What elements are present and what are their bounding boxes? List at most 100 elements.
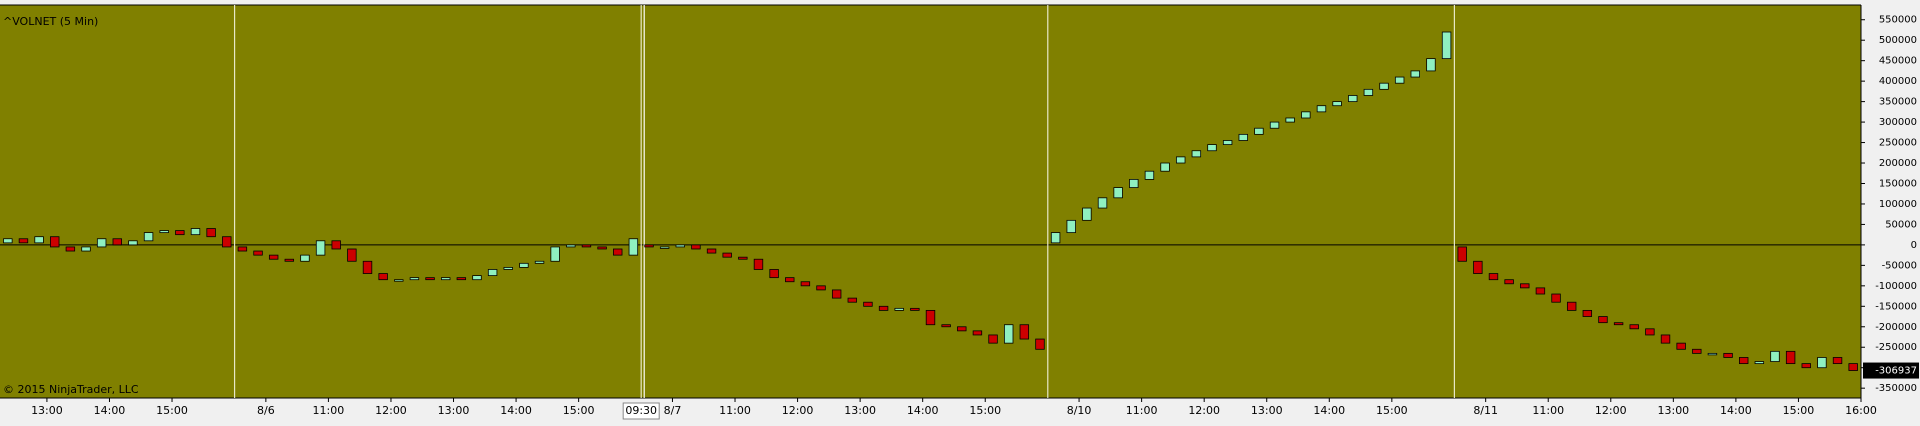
candle [1582, 309, 1593, 317]
candle [409, 277, 420, 281]
candle [1019, 324, 1030, 340]
candle [1379, 82, 1389, 90]
candle [1801, 363, 1811, 369]
candle [331, 240, 341, 250]
candle [1035, 338, 1045, 350]
y-tick-label: 400000 [1879, 76, 1917, 87]
candle [1003, 324, 1014, 344]
y-tick-label: 500000 [1879, 35, 1917, 46]
candle [878, 305, 889, 311]
candle [159, 230, 169, 234]
x-tick-label: 15:00 [969, 404, 1001, 417]
candle [362, 260, 373, 274]
candle [1848, 363, 1858, 371]
candle [3, 238, 13, 244]
candle [441, 277, 451, 281]
candle [34, 236, 44, 244]
candle [1129, 178, 1139, 188]
copyright: © 2015 NinjaTrader, LLC [3, 383, 139, 396]
candles [3, 31, 1858, 371]
candle [1832, 357, 1843, 365]
candle [190, 228, 201, 236]
candle [65, 246, 76, 252]
y-tick-label: -200000 [1875, 322, 1917, 333]
candle [206, 228, 216, 238]
x-tick-label: 11:00 [313, 404, 345, 417]
candle [534, 260, 545, 264]
candle [487, 269, 498, 276]
candle [816, 285, 826, 291]
x-tick-label: 15:00 [1376, 404, 1408, 417]
y-tick-label: -250000 [1875, 342, 1917, 353]
x-tick-label: 13:00 [31, 404, 63, 417]
candle [1785, 350, 1796, 365]
x-tick-label: 14:00 [1720, 404, 1752, 417]
candle [628, 238, 639, 256]
candle [1520, 283, 1530, 289]
candle [597, 246, 607, 250]
x-tick-label: 13:00 [438, 404, 470, 417]
candle [1348, 95, 1358, 103]
candle [894, 307, 904, 311]
candle [1598, 316, 1608, 324]
candle [738, 256, 748, 260]
candle [1191, 150, 1202, 158]
candle [1332, 101, 1342, 107]
candle [1676, 342, 1686, 350]
candle [1066, 219, 1076, 234]
x-tick-label: 8/10 [1067, 404, 1092, 417]
candle [1363, 88, 1374, 96]
x-tick-label: 11:00 [719, 404, 751, 417]
y-tick-label: 100000 [1879, 199, 1917, 210]
candle [847, 297, 858, 303]
candle [394, 279, 404, 282]
candle [96, 238, 107, 248]
candle [284, 258, 295, 262]
x-tick-label: 12:00 [1595, 404, 1627, 417]
candle [81, 246, 91, 252]
candle [863, 301, 873, 307]
candle [1660, 334, 1671, 344]
candle [988, 334, 998, 344]
candle [972, 330, 983, 336]
candle [831, 289, 842, 299]
candle [1457, 246, 1467, 262]
candle [112, 238, 122, 246]
candle [1426, 58, 1436, 72]
x-tick-label: 14:00 [1313, 404, 1345, 417]
x-tick-label: 13:00 [1251, 404, 1283, 417]
candle [1817, 357, 1827, 369]
candle [1254, 127, 1264, 135]
y-tick-label: 200000 [1879, 158, 1917, 169]
plot-area [0, 5, 1861, 398]
candle [1269, 121, 1280, 129]
candle [1441, 31, 1452, 60]
y-tick-label: 0 [1911, 240, 1917, 251]
candle [1754, 361, 1765, 365]
x-tick-label: 13:00 [844, 404, 876, 417]
candle [800, 281, 811, 287]
candle [253, 250, 263, 256]
x-tick-label: 12:00 [375, 404, 407, 417]
candle [1692, 348, 1702, 354]
candle [1535, 287, 1546, 295]
candle [1301, 111, 1311, 119]
last-value-label: -306937 [1875, 366, 1917, 377]
cursor-label-box [622, 402, 660, 420]
candle [566, 244, 576, 248]
candle [1488, 273, 1499, 281]
candle [581, 244, 592, 248]
y-tick-label: 550000 [1879, 15, 1917, 26]
candle [1739, 357, 1749, 365]
last-value-box [1863, 362, 1919, 379]
candle [1050, 232, 1061, 244]
x-tick-label: 14:00 [94, 404, 126, 417]
cursor-label: 09:30 [625, 404, 657, 417]
candle [347, 248, 357, 262]
x-tick-label: 12:00 [782, 404, 814, 417]
x-tick-label: 15:00 [156, 404, 188, 417]
x-tick-label: 8/7 [664, 404, 682, 417]
chart-title: ^VOLNET (5 Min) [3, 15, 98, 28]
candle [378, 273, 388, 281]
